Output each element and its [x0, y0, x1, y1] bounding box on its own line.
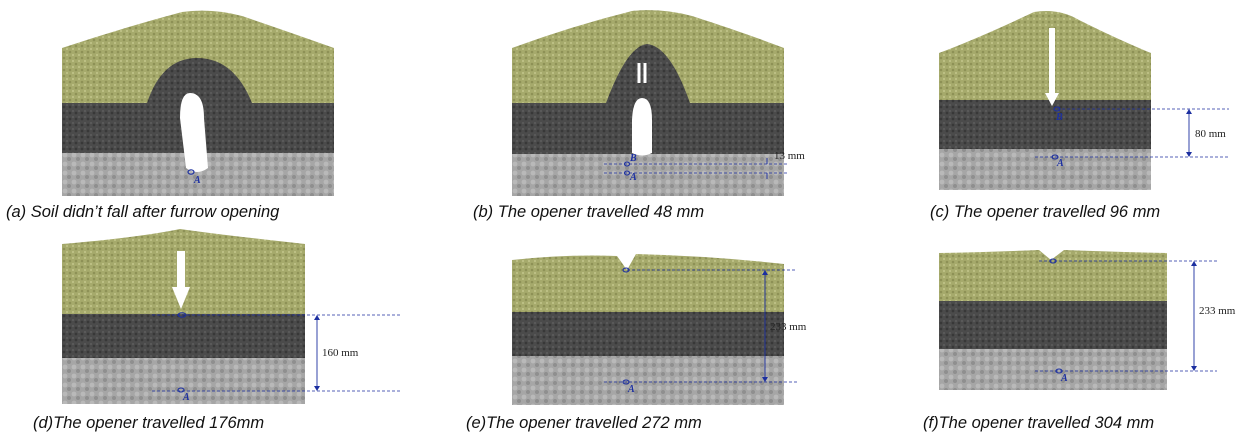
- panel-d: A 160 mm: [62, 229, 402, 404]
- panel-e: A 233 mm: [512, 250, 812, 410]
- point-label-b: B: [629, 153, 637, 164]
- caption-f: (f)The opener travelled 304 mm: [923, 414, 1155, 432]
- soil-profile-a: A: [62, 10, 334, 196]
- point-label-a: A: [193, 175, 201, 186]
- point-label-a: A: [1060, 373, 1068, 384]
- dimension-label-e: 233 mm: [770, 321, 807, 333]
- soil-profile-b: B A 13 mm: [512, 10, 805, 196]
- panel-c: B A 80 mm: [939, 8, 1229, 196]
- point-label-a: A: [182, 392, 190, 403]
- dimension-label-f: 233 mm: [1199, 305, 1236, 317]
- dimension-label-d: 160 mm: [322, 347, 359, 359]
- point-label-b: B: [1055, 112, 1063, 123]
- caption-a: (a) Soil didn’t fall after furrow openin…: [6, 203, 280, 221]
- furrow-void: [180, 93, 208, 172]
- dimension-label-c: 80 mm: [1195, 128, 1226, 140]
- point-a-marker: [187, 169, 195, 175]
- soil-profile-e: A 233 mm: [512, 254, 807, 405]
- panel-f: A 233 mm: [939, 248, 1239, 413]
- caption-e: (e)The opener travelled 272 mm: [466, 414, 702, 432]
- point-label-a: A: [627, 384, 635, 395]
- caption-d: (d)The opener travelled 176mm: [33, 414, 265, 432]
- dimension-label-b: 13 mm: [774, 150, 805, 162]
- panel-b: B A 13 mm: [512, 8, 812, 196]
- point-label-a: A: [629, 172, 637, 183]
- soil-profile-c: B A 80 mm: [939, 11, 1229, 190]
- caption-c: (c) The opener travelled 96 mm: [930, 203, 1161, 221]
- caption-b: (b) The opener travelled 48 mm: [473, 203, 705, 221]
- soil-profile-f: A 233 mm: [939, 250, 1236, 390]
- soil-profile-d: A 160 mm: [62, 229, 402, 404]
- panel-a: A: [62, 8, 334, 196]
- point-label-a: A: [1056, 158, 1064, 169]
